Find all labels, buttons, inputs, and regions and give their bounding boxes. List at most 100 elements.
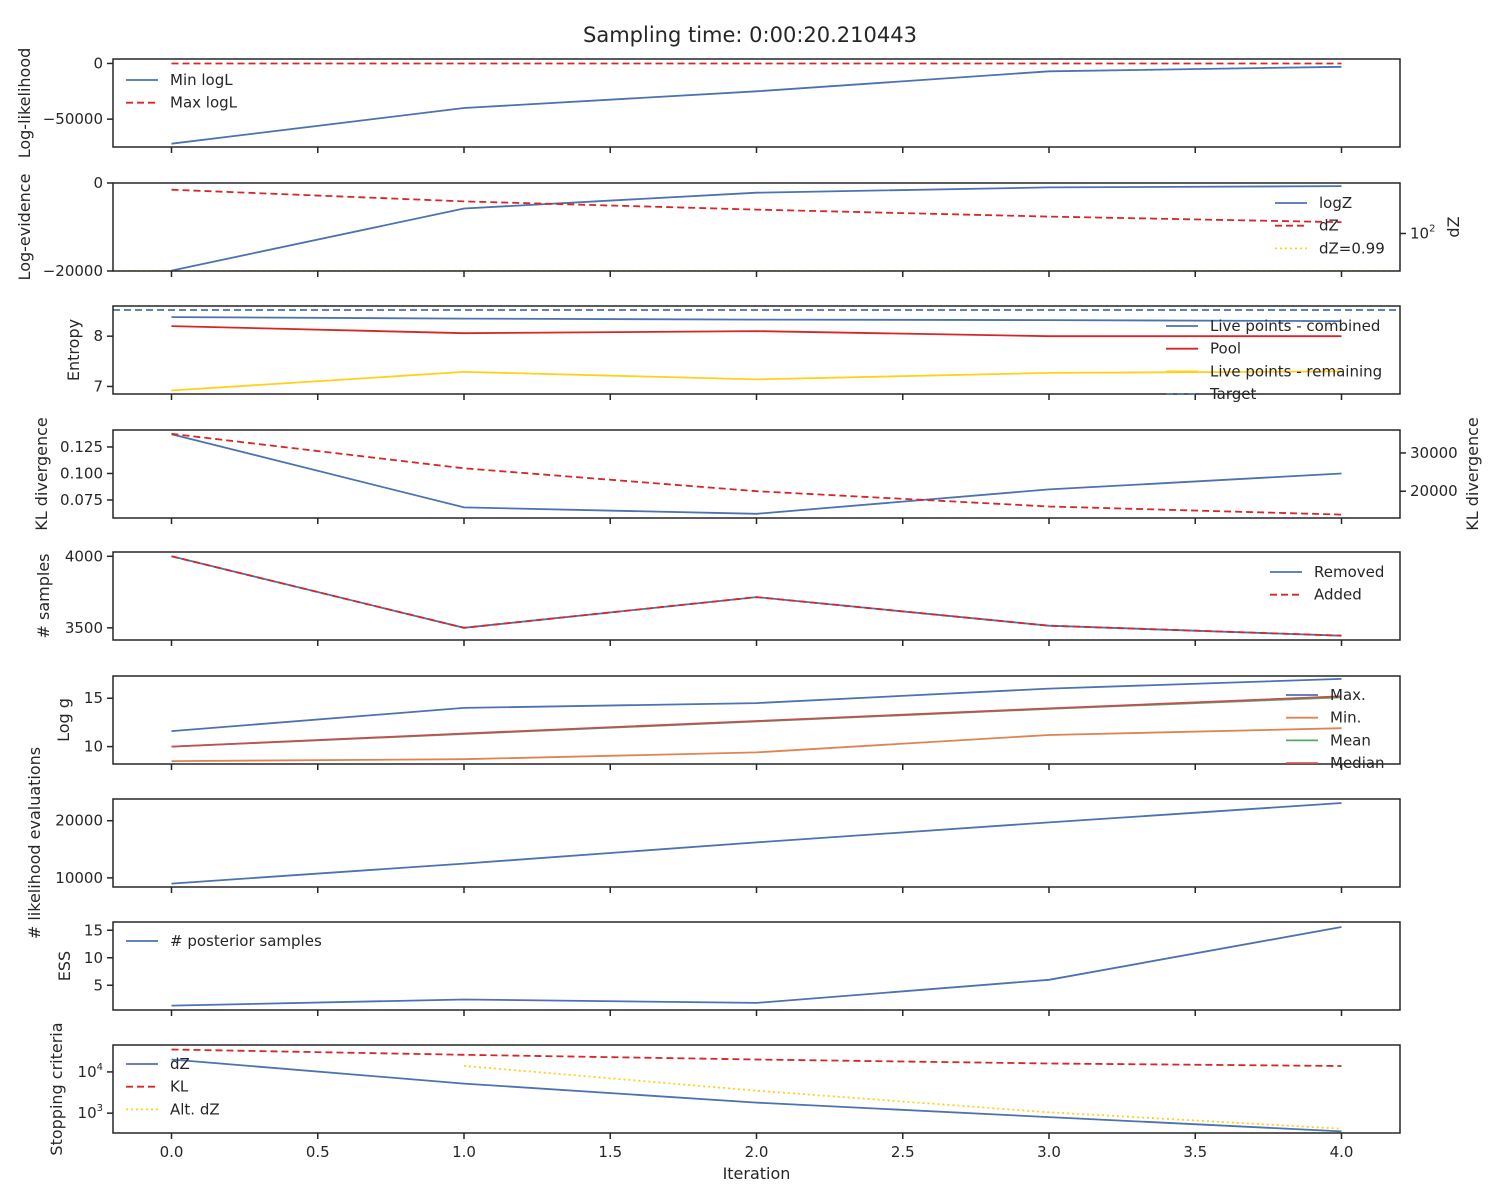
legend-label: dZ (1319, 217, 1339, 235)
plot-area (171, 432, 1342, 516)
y-axis-label: Log-evidence (15, 174, 34, 281)
panel-stop: 104 103 Stopping criteria 0.0 0.5 1.0 1.5 2.0 2.… (47, 1022, 1401, 1183)
x-tick-label: 2.0 (745, 1143, 769, 1161)
y-tick-label: −50000 (43, 110, 103, 128)
axes-frame (112, 182, 1401, 272)
panels: 0 −50000 Log-likelihood 0 −20000 102 Log-evide… (15, 48, 1482, 1183)
y-axis-label: ESS (55, 951, 74, 981)
legend-label: Pool (1210, 340, 1241, 358)
figure-title: Sampling time: 0:00:20.210443 (583, 23, 917, 47)
y-tick-label: −20000 (43, 262, 103, 280)
axes-frame (112, 1044, 1401, 1134)
legend-label: Max. (1330, 686, 1366, 704)
legend-label: Alt. dZ (170, 1100, 220, 1118)
x-tick-label: 0.0 (160, 1143, 184, 1161)
legends: Min logL Max logL logZ dZ dZ=0.99 Live points… (126, 71, 1385, 1118)
series-line-series-1 (171, 432, 1342, 516)
y-tick-label: 15 (84, 921, 103, 939)
x-tick-label: 2.5 (891, 1143, 915, 1161)
series-line-removed (171, 555, 1342, 637)
panel-likeval: 20000 10000 # likelihood evaluations (25, 747, 1401, 939)
y-tick-label: 5 (93, 976, 103, 994)
legend-label: dZ (170, 1055, 190, 1073)
x-tick-label: 3.5 (1183, 1143, 1207, 1161)
y-tick-label: 0.075 (60, 491, 103, 509)
panel-nsamples: 4000 3500 # samples (34, 547, 1401, 646)
series-line-live-points-remaining (171, 370, 1342, 392)
panel-kl: 0.125 0.100 0.075 30000 20000 KL divergence KL… (32, 417, 1482, 530)
series-line-live-points-combined (171, 316, 1342, 323)
y-tick-label: 0.100 (60, 464, 103, 482)
legend-ess: # posterior samples (126, 932, 322, 950)
legend-label: KL (170, 1078, 189, 1096)
y-tick-label: 10000 (55, 869, 103, 887)
axes-frame (112, 429, 1401, 519)
panel-logg: 15 10 Log g (54, 675, 1401, 770)
y-tick-label: 10 (84, 738, 103, 756)
plot-area (113, 185, 1400, 271)
plot-area (171, 678, 1342, 762)
y2-tick-label: 30000 (1410, 444, 1458, 462)
series-line-logz (171, 185, 1342, 271)
y-tick-label: 0 (93, 174, 103, 192)
axes-frame (112, 58, 1401, 148)
series-line-min- (171, 727, 1342, 762)
y-axis-label: Entropy (64, 319, 83, 381)
y-tick-label: 104 (78, 1062, 103, 1081)
y-tick-label: 0 (93, 54, 103, 72)
axes-frame (112, 551, 1401, 641)
y2-axis-label: dZ (1444, 216, 1463, 237)
legend-label: Added (1314, 586, 1362, 604)
plot-area (171, 1048, 1342, 1133)
y-axis-label: Log-likelihood (15, 48, 34, 159)
panel-loglik: 0 −50000 Log-likelihood (15, 48, 1401, 159)
series-line-dz (171, 188, 1342, 224)
x-tick-label: 1.0 (452, 1143, 476, 1161)
series-line-max- (171, 678, 1342, 732)
panel-entropy: 8 7 Entropy (64, 305, 1401, 400)
y-axis-label: # samples (34, 554, 53, 639)
legend-label: Target (1209, 385, 1257, 403)
series-line-kl (171, 1048, 1342, 1067)
legend-logev: logZ dZ dZ=0.99 (1275, 194, 1385, 257)
panel-ess: 15 10 5 ESS (55, 921, 1401, 1016)
legend-label: dZ=0.99 (1319, 239, 1385, 257)
legend-label: Removed (1314, 563, 1384, 581)
series-line-series-0 (171, 802, 1342, 885)
y2-tick-label: 20000 (1410, 482, 1458, 500)
legend-entropy: Live points - combined Pool Live points - … (1166, 317, 1382, 403)
y-axis-label: # likelihood evaluations (25, 747, 44, 939)
x-tick-label: 0.5 (306, 1143, 330, 1161)
series-line-min-logl (171, 65, 1342, 145)
legend-logg: Max. Min. Mean Median (1286, 686, 1385, 772)
series-line-pool (171, 325, 1342, 338)
y-tick-label: 7 (93, 377, 103, 395)
series-line--posterior-samples (171, 926, 1342, 1007)
legend-label: logZ (1319, 194, 1352, 212)
y-axis-label: KL divergence (32, 417, 51, 530)
y-tick-label: 20000 (55, 812, 103, 830)
legend-loglik: Min logL Max logL (126, 71, 238, 112)
y-axis-label: Log g (54, 698, 73, 742)
y-axis-label: Stopping criteria (47, 1022, 66, 1155)
series-line-median (171, 695, 1342, 748)
y-tick-label: 8 (93, 327, 103, 345)
x-tick-label: 3.0 (1037, 1143, 1061, 1161)
x-tick-label: 1.5 (598, 1143, 622, 1161)
plot-area (171, 555, 1342, 637)
legend-label: Live points - combined (1210, 317, 1380, 335)
y-tick-label: 4000 (65, 547, 103, 565)
series-line-added (171, 555, 1342, 637)
legend-label: Min logL (170, 71, 233, 89)
x-axis-label: Iteration (723, 1164, 791, 1183)
series-line-series-0 (171, 433, 1342, 515)
legend-nsamples: Removed Added (1270, 563, 1384, 604)
x-tick-label: 4.0 (1330, 1143, 1354, 1161)
plot-area (171, 62, 1342, 145)
legend-label: Median (1330, 754, 1385, 772)
plot-area (171, 802, 1342, 885)
panel-logev: 0 −20000 102 Log-evidence dZ (15, 174, 1463, 281)
legend-label: Min. (1330, 709, 1361, 727)
plot-area (113, 309, 1400, 392)
